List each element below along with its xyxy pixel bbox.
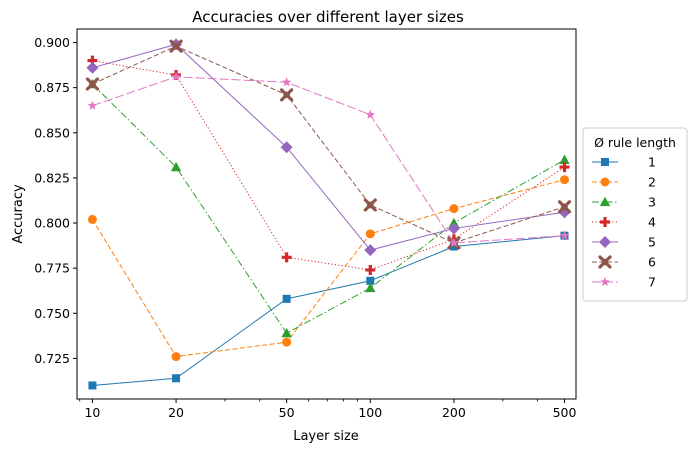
data-point [449,204,459,214]
legend-item: 1 [592,155,656,170]
data-point [557,200,572,214]
data-point [171,71,181,81]
legend-label: 6 [648,255,656,270]
legend: Ø rule length 1 2 3 4 5 6 7 [582,127,688,302]
data-point [281,327,292,338]
legend-label: 4 [648,215,656,230]
data-point [87,214,97,224]
data-point [365,109,376,119]
x-axis-title: Layer size [293,429,359,444]
data-point [364,244,377,257]
y-axis-title: Accuracy [11,184,26,244]
legend-label: 3 [648,195,656,210]
legend-item: 2 [592,175,656,190]
series-3 [87,78,570,338]
legend-title: Ø rule length [594,135,676,150]
data-point [449,237,459,247]
series-layer [85,38,572,390]
legend-item: 6 [592,255,656,270]
y-tick-label: 0.750 [34,306,70,321]
legend-label: 7 [648,275,656,290]
legend-item: 5 [592,235,656,250]
series-line [92,179,565,358]
legend-item: 4 [592,215,656,230]
data-point [172,374,181,383]
series-5 [86,38,571,257]
data-point [170,161,182,172]
data-point [599,196,611,207]
x-tick-label: 100 [358,405,382,420]
data-point [600,277,610,287]
series-line [92,235,565,386]
data-point [363,198,377,212]
data-point [601,158,609,166]
series-line [92,45,565,244]
legend-label: 1 [648,155,656,170]
x-tick-label: 10 [84,405,100,420]
series-line [92,60,565,271]
series-7 [87,71,570,247]
data-point [559,162,570,173]
y-tick-label: 0.900 [34,35,70,50]
data-point [600,217,610,227]
legend-item: 7 [592,275,656,290]
data-point [559,175,569,185]
legend-label: 5 [648,235,656,250]
data-point [365,229,375,239]
data-point [598,255,612,269]
chart-title: Accuracies over different layer sizes [192,8,464,26]
data-point [447,222,460,235]
data-point [85,77,100,91]
data-point [281,77,292,87]
x-tick-label: 200 [442,405,466,420]
y-tick-label: 0.875 [34,80,70,95]
data-point [282,337,292,347]
data-point [169,39,183,53]
data-point [599,236,611,248]
x-tick-label: 20 [168,405,184,420]
series-line [92,76,565,244]
x-axis: 10 20 50 100 200 500 [79,399,577,420]
data-point [559,230,570,240]
data-point [281,252,292,263]
data-point [87,55,98,66]
data-point [600,177,610,187]
data-point [366,276,375,285]
series-line [92,43,565,251]
y-axis: 0.725 0.750 0.775 0.800 0.825 0.850 0.875 0.900 [34,35,77,366]
y-tick-label: 0.800 [34,216,70,231]
x-tick-label: 50 [279,405,295,420]
data-point [87,100,98,110]
series-6 [85,39,572,250]
legend-box [582,127,688,302]
y-tick-label: 0.825 [34,170,70,185]
legend-item: 3 [592,195,656,210]
x-tick-label: 500 [553,405,577,420]
series-2 [87,175,569,362]
y-tick-label: 0.775 [34,261,70,276]
y-tick-label: 0.725 [34,351,70,366]
data-point [365,264,376,275]
series-line [92,83,565,334]
y-tick-label: 0.850 [34,125,70,140]
data-point [86,61,99,74]
data-point [280,88,294,102]
data-point [88,381,97,390]
data-point [171,352,181,362]
data-point [559,154,570,165]
data-point [282,294,291,303]
legend-label: 2 [648,175,656,190]
data-point [365,282,376,293]
data-point [280,141,293,154]
plot-area [76,28,577,400]
